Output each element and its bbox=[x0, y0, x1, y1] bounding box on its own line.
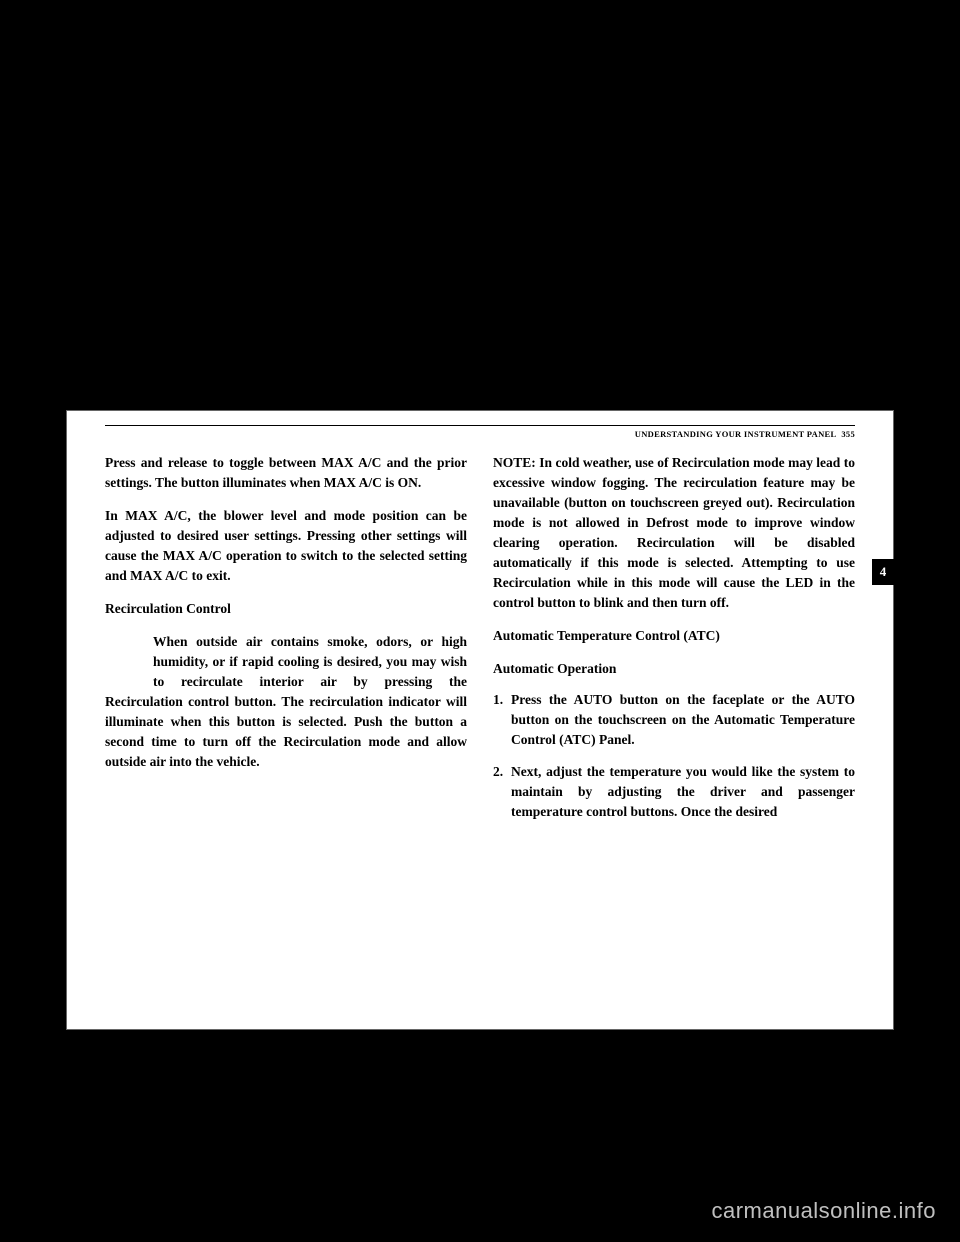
right-column: NOTE: In cold weather, use of Recirculat… bbox=[493, 453, 855, 834]
note-paragraph: NOTE: In cold weather, use of Recirculat… bbox=[493, 453, 855, 613]
paragraph-text: When outside air contains smoke, odors, … bbox=[105, 634, 467, 769]
recirculation-icon bbox=[105, 632, 145, 672]
step-item: Press the AUTO button on the faceplate o… bbox=[493, 690, 855, 750]
manual-page: UNDERSTANDING YOUR INSTRUMENT PANEL 355 … bbox=[66, 410, 894, 1030]
sub-heading: Automatic Operation bbox=[493, 659, 855, 679]
note-label: NOTE: bbox=[493, 455, 536, 470]
column-layout: Press and release to toggle between MAX … bbox=[105, 453, 855, 834]
section-heading: Recirculation Control bbox=[105, 599, 467, 619]
left-column: Press and release to toggle between MAX … bbox=[105, 453, 467, 834]
paragraph: In MAX A/C, the blower level and mode po… bbox=[105, 506, 467, 586]
note-text: In cold weather, use of Recirculation mo… bbox=[493, 455, 855, 610]
numbered-steps: Press the AUTO button on the faceplate o… bbox=[493, 690, 855, 822]
section-heading: Automatic Temperature Control (ATC) bbox=[493, 626, 855, 646]
paragraph-with-icon: When outside air contains smoke, odors, … bbox=[105, 632, 467, 772]
page-content: Press and release to toggle between MAX … bbox=[67, 411, 893, 1029]
step-item: Next, adjust the temperature you would l… bbox=[493, 762, 855, 822]
watermark: carmanualsonline.info bbox=[711, 1198, 936, 1224]
paragraph: Press and release to toggle between MAX … bbox=[105, 453, 467, 493]
